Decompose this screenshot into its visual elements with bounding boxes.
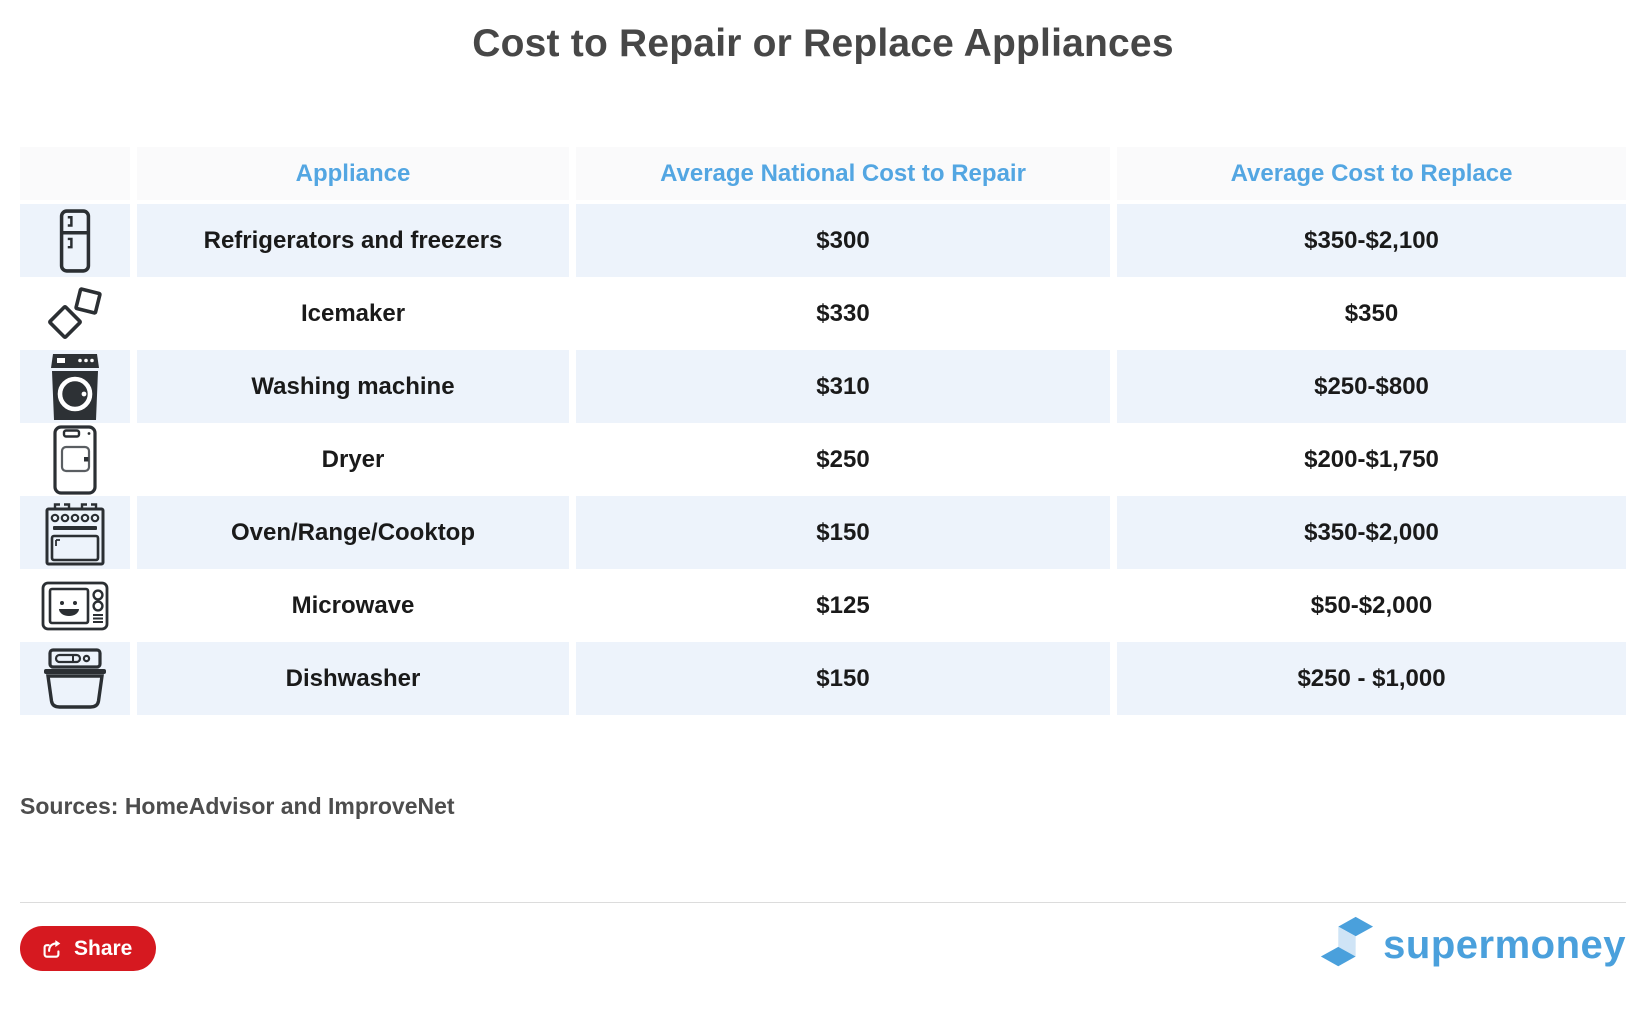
appliance-name: Washing machine bbox=[137, 350, 569, 423]
table-row: Oven/Range/Cooktop $150 $350-$2,000 bbox=[20, 496, 1626, 569]
supermoney-logo-icon bbox=[1317, 914, 1375, 972]
appliance-name: Oven/Range/Cooktop bbox=[137, 496, 569, 569]
share-icon bbox=[40, 937, 63, 960]
microwave-icon bbox=[20, 569, 130, 642]
replace-cost: $200-$1,750 bbox=[1117, 423, 1626, 496]
replace-cost: $350-$2,100 bbox=[1117, 204, 1626, 277]
dishwasher-icon bbox=[20, 642, 130, 715]
table-row: Washing machine $310 $250-$800 bbox=[20, 350, 1626, 423]
refrigerator-icon bbox=[20, 204, 130, 277]
repair-cost: $250 bbox=[576, 423, 1110, 496]
replace-cost: $350-$2,000 bbox=[1117, 496, 1626, 569]
supermoney-logo[interactable]: supermoney bbox=[1317, 908, 1626, 978]
appliance-name: Microwave bbox=[137, 569, 569, 642]
oven-icon bbox=[20, 496, 130, 569]
table-row: Icemaker $330 $350 bbox=[20, 277, 1626, 350]
table-row: Dishwasher $150 $250 - $1,000 bbox=[20, 642, 1626, 715]
icemaker-icon bbox=[20, 277, 130, 350]
header-icon-spacer bbox=[20, 147, 130, 200]
repair-cost: $300 bbox=[576, 204, 1110, 277]
appliance-name: Refrigerators and freezers bbox=[137, 204, 569, 277]
replace-cost: $50-$2,000 bbox=[1117, 569, 1626, 642]
share-button[interactable]: Share bbox=[20, 926, 157, 971]
appliance-table: Appliance Average National Cost to Repai… bbox=[20, 147, 1626, 715]
column-header-appliance: Appliance bbox=[137, 147, 569, 200]
column-header-repair-cost: Average National Cost to Repair bbox=[576, 147, 1110, 200]
table-row: Refrigerators and freezers $300 $350-$2,… bbox=[20, 204, 1626, 277]
sources-note: Sources: HomeAdvisor and ImproveNet bbox=[20, 793, 455, 819]
page-title: Cost to Repair or Replace Appliances bbox=[472, 22, 1174, 65]
table-row: Dryer $250 $200-$1,750 bbox=[20, 423, 1626, 496]
repair-cost: $310 bbox=[576, 350, 1110, 423]
washing-machine-icon bbox=[20, 350, 130, 423]
share-button-label: Share bbox=[74, 936, 133, 960]
repair-cost: $150 bbox=[576, 642, 1110, 715]
repair-cost: $125 bbox=[576, 569, 1110, 642]
appliance-name: Dryer bbox=[137, 423, 569, 496]
repair-cost: $150 bbox=[576, 496, 1110, 569]
table-row: Microwave $125 $50-$2,000 bbox=[20, 569, 1626, 642]
footer-divider bbox=[20, 902, 1626, 903]
replace-cost: $350 bbox=[1117, 277, 1626, 350]
repair-cost: $330 bbox=[576, 277, 1110, 350]
table-header-row: Appliance Average National Cost to Repai… bbox=[20, 147, 1626, 200]
appliance-name: Icemaker bbox=[137, 277, 569, 350]
replace-cost: $250 - $1,000 bbox=[1117, 642, 1626, 715]
column-header-replace-cost: Average Cost to Replace bbox=[1117, 147, 1626, 200]
supermoney-logo-text: supermoney bbox=[1383, 922, 1626, 967]
replace-cost: $250-$800 bbox=[1117, 350, 1626, 423]
dryer-icon bbox=[20, 423, 130, 496]
appliance-name: Dishwasher bbox=[137, 642, 569, 715]
